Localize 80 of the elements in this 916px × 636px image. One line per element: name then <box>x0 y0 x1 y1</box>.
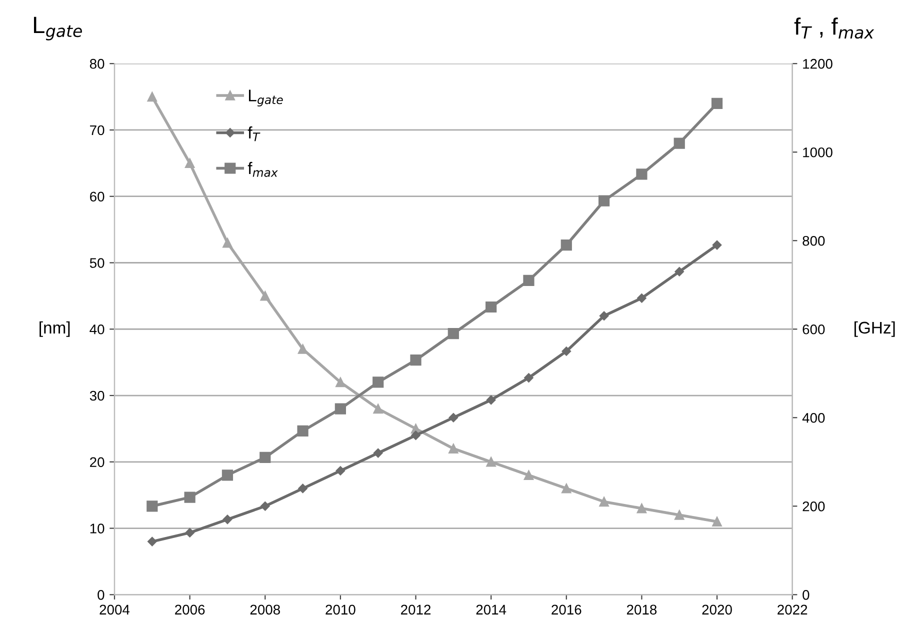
point <box>712 240 722 250</box>
point <box>373 404 383 414</box>
point <box>373 448 383 458</box>
point <box>711 98 723 109</box>
y2-tick-label: 200 <box>802 501 825 512</box>
x-tick-label: 2006 <box>175 604 205 615</box>
point <box>222 470 234 481</box>
point <box>524 470 534 480</box>
point <box>260 452 271 464</box>
x-tick-label: 2018 <box>626 604 657 615</box>
y2-tick-label: 600 <box>802 324 825 334</box>
y2-tick-label: 400 <box>802 412 825 423</box>
point <box>297 425 308 436</box>
point <box>336 377 346 388</box>
point <box>448 328 459 340</box>
point <box>411 430 420 440</box>
x-tick-label: 2012 <box>401 604 431 615</box>
y-tick-label: 40 <box>90 324 104 334</box>
point <box>562 346 572 356</box>
x-tick-label: 2022 <box>778 604 808 615</box>
point <box>486 395 496 405</box>
point <box>372 376 384 388</box>
point <box>185 528 194 538</box>
point <box>636 504 647 514</box>
x-tick-label: 2004 <box>100 604 130 615</box>
point <box>599 496 609 507</box>
point <box>486 301 497 313</box>
x-tick-label: 2008 <box>250 604 280 615</box>
point <box>410 354 422 366</box>
legend-label: L$_{gate}$ <box>248 90 283 106</box>
point <box>523 274 534 286</box>
y-tick-label: 50 <box>90 258 104 268</box>
point <box>599 311 609 320</box>
point <box>674 138 685 149</box>
y2-tick-label: 0 <box>802 590 810 600</box>
point <box>222 238 232 248</box>
point <box>298 484 308 494</box>
point <box>636 168 648 180</box>
point <box>336 466 346 476</box>
point <box>448 444 458 454</box>
y-tick-label: 10 <box>90 524 104 534</box>
x-tick-label: 2014 <box>476 604 506 615</box>
y-tick-label: 20 <box>90 457 104 468</box>
point <box>184 158 195 168</box>
y-tick-label: 0 <box>98 590 104 600</box>
legend-label: f$_{max}$ <box>248 162 278 177</box>
y-tick-label: 80 <box>90 58 104 69</box>
point <box>260 502 270 511</box>
point <box>222 514 232 524</box>
point <box>148 536 157 546</box>
text: f$_{T}$ , f$_{max}$ <box>794 17 874 39</box>
point <box>147 92 158 102</box>
point <box>334 403 346 414</box>
point <box>674 266 684 276</box>
y2-tick-label: 1000 <box>803 147 832 158</box>
point <box>562 484 572 494</box>
y2-tick-label: 1200 <box>803 58 832 69</box>
point <box>524 373 534 382</box>
y-axis-title: [nm] <box>40 321 70 337</box>
point <box>560 239 572 251</box>
x-tick-label: 2016 <box>552 604 582 615</box>
point <box>637 294 646 303</box>
point <box>712 516 722 526</box>
y-tick-label: 60 <box>90 192 104 202</box>
y2-axis-title: [GHz] <box>854 321 895 337</box>
y-tick-label: 30 <box>90 390 104 401</box>
point <box>486 457 496 467</box>
y-tick-label: 70 <box>90 125 104 136</box>
point <box>260 291 270 301</box>
point <box>598 195 610 206</box>
point <box>448 413 458 422</box>
x-tick-label: 2020 <box>702 604 732 615</box>
point <box>184 492 196 503</box>
point <box>674 510 684 520</box>
legend-label: f$_{T}$ <box>248 126 260 142</box>
point <box>146 500 158 512</box>
text: L$_{gate}$ <box>34 16 82 40</box>
x-tick-label: 2010 <box>326 604 356 615</box>
point <box>298 344 308 354</box>
y2-tick-label: 800 <box>802 236 825 246</box>
